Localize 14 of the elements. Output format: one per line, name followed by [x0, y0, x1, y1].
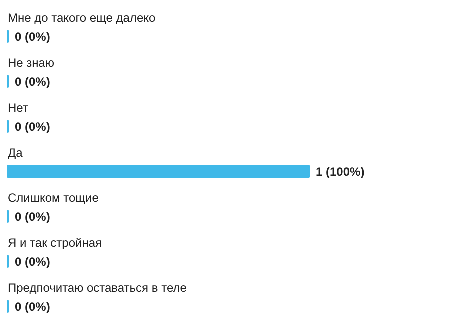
- y-tick-label: Не знаю: [8, 56, 54, 70]
- y-tick-label: Мне до такого еще далеко: [8, 11, 156, 25]
- y-tick-label: Да: [8, 146, 24, 160]
- data-label: 0 (0%): [15, 120, 50, 134]
- y-tick-label: Предпочитаю оставаться в теле: [8, 281, 188, 295]
- data-label: 0 (0%): [15, 30, 50, 44]
- data-label: 0 (0%): [15, 255, 50, 269]
- data-label: 0 (0%): [15, 210, 50, 224]
- y-tick-label: Слишком тощие: [8, 191, 100, 205]
- data-label: 0 (0%): [15, 300, 50, 314]
- data-label: 1 (100%): [316, 165, 365, 179]
- y-tick-label: Нет: [8, 101, 29, 115]
- y-tick-label: Я и так стройная: [8, 236, 102, 250]
- data-label: 0 (0%): [15, 75, 50, 89]
